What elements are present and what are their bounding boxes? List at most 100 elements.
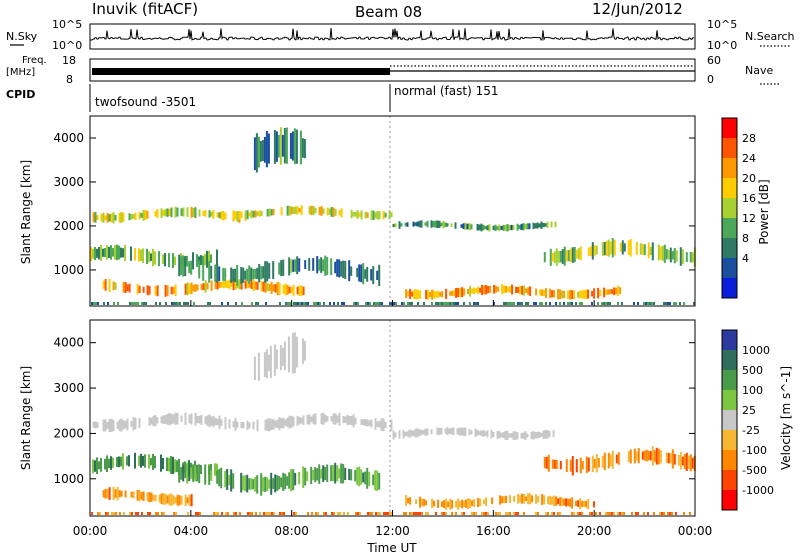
heatmap-cell xyxy=(449,291,452,296)
power-colorbar-tick-label: 20 xyxy=(742,172,756,185)
heatmap-cell xyxy=(300,205,303,216)
heatmap-cell xyxy=(455,287,458,298)
heatmap-cell xyxy=(170,207,173,218)
heatmap-cell xyxy=(174,284,177,297)
heatmap-cell xyxy=(376,470,379,491)
heatmap-cell xyxy=(123,512,125,515)
heatmap-cell xyxy=(240,279,243,290)
heatmap-cell xyxy=(501,496,504,504)
heatmap-cell xyxy=(377,302,379,305)
heatmap-cell xyxy=(250,281,253,289)
heatmap-cell xyxy=(435,512,437,515)
heatmap-cell xyxy=(112,486,115,501)
heatmap-cell xyxy=(372,266,375,285)
heatmap-cell xyxy=(255,512,257,515)
heatmap-cell xyxy=(661,512,663,515)
heatmap-cell xyxy=(216,249,218,266)
heatmap-cell xyxy=(368,420,371,426)
heatmap-cell xyxy=(526,223,529,230)
heatmap-cell xyxy=(538,223,541,228)
heatmap-cell xyxy=(462,223,465,230)
heatmap-cell xyxy=(172,414,175,424)
heatmap-cell xyxy=(416,221,419,227)
heatmap-cell xyxy=(258,210,261,217)
heatmap-cell xyxy=(190,413,193,425)
heatmap-cell xyxy=(544,430,547,439)
heatmap-cell xyxy=(553,251,556,263)
heatmap-cell xyxy=(319,302,321,305)
heatmap-cell xyxy=(251,302,253,305)
heatmap-cell xyxy=(274,474,277,493)
heatmap-cell xyxy=(417,289,420,300)
heatmap-cell xyxy=(499,495,502,505)
heatmap-cell xyxy=(190,260,193,275)
heatmap-cell xyxy=(567,302,569,305)
heatmap-cell xyxy=(643,244,646,256)
heatmap-cell xyxy=(300,417,303,424)
heatmap-cell xyxy=(250,478,253,490)
heatmap-cell xyxy=(200,283,203,291)
heatmap-cell xyxy=(374,470,377,491)
heatmap-cell xyxy=(380,418,383,431)
heatmap-cell xyxy=(505,302,507,305)
heatmap-cell xyxy=(267,512,269,515)
heatmap-cell xyxy=(170,493,173,506)
heatmap-cell xyxy=(481,512,483,515)
heatmap-cell xyxy=(416,428,419,438)
heatmap-cell xyxy=(164,253,166,267)
heatmap-cell xyxy=(643,512,645,515)
heatmap-cell xyxy=(228,279,231,290)
heatmap-cell xyxy=(441,302,443,305)
heatmap-cell xyxy=(192,464,195,482)
heatmap-cell xyxy=(164,284,167,297)
heatmap-cell xyxy=(162,493,165,505)
x-tick-label: 16:00 xyxy=(476,524,511,538)
heatmap-cell xyxy=(357,302,359,305)
heatmap-cell xyxy=(561,249,564,264)
heatmap-cell xyxy=(298,416,301,425)
heatmap-cell xyxy=(543,289,546,296)
heatmap-cell xyxy=(168,493,171,506)
heatmap-cell xyxy=(553,495,556,507)
heatmap-cell xyxy=(494,224,497,232)
heatmap-cell xyxy=(307,512,309,515)
heatmap-cell xyxy=(310,466,313,485)
heatmap-cell xyxy=(683,512,685,515)
heatmap-cell xyxy=(517,512,519,515)
heatmap-cell xyxy=(246,281,249,289)
heatmap-cell xyxy=(565,498,568,507)
heatmap-cell xyxy=(440,222,443,227)
heatmap-cell xyxy=(569,302,571,305)
heatmap-cell xyxy=(543,495,546,505)
heatmap-cell xyxy=(476,223,479,231)
heatmap-cell xyxy=(177,302,179,305)
power-colorbar-swatch xyxy=(722,118,737,139)
heatmap-cell xyxy=(343,512,345,515)
power-heatmap xyxy=(90,127,696,305)
x-tick-label: 00:00 xyxy=(678,524,713,538)
heatmap-cell xyxy=(489,286,492,293)
heatmap-cell xyxy=(516,432,519,440)
velocity-colorbar-swatch xyxy=(722,330,737,351)
heatmap-cell xyxy=(685,252,688,262)
heatmap-cell xyxy=(239,512,241,515)
heatmap-cell xyxy=(633,302,635,305)
heatmap-cell xyxy=(326,415,329,422)
heatmap-cell xyxy=(418,220,421,228)
heatmap-cell xyxy=(571,290,574,299)
heatmap-cell xyxy=(550,221,553,228)
heatmap-cell xyxy=(208,260,211,283)
heatmap-cell xyxy=(356,210,359,219)
heatmap-cell xyxy=(252,479,255,490)
heatmap-cell xyxy=(124,421,127,429)
heatmap-cell xyxy=(332,207,335,217)
heatmap-cell xyxy=(142,286,145,293)
heatmap-cell xyxy=(357,512,359,515)
heatmap-cell xyxy=(483,512,485,515)
heatmap-cell xyxy=(587,457,590,472)
cpid-label: CPID xyxy=(6,88,35,101)
heatmap-cell xyxy=(461,287,464,298)
heatmap-cell xyxy=(224,212,227,220)
heatmap-cell xyxy=(294,259,297,272)
heatmap-cell xyxy=(172,456,174,474)
